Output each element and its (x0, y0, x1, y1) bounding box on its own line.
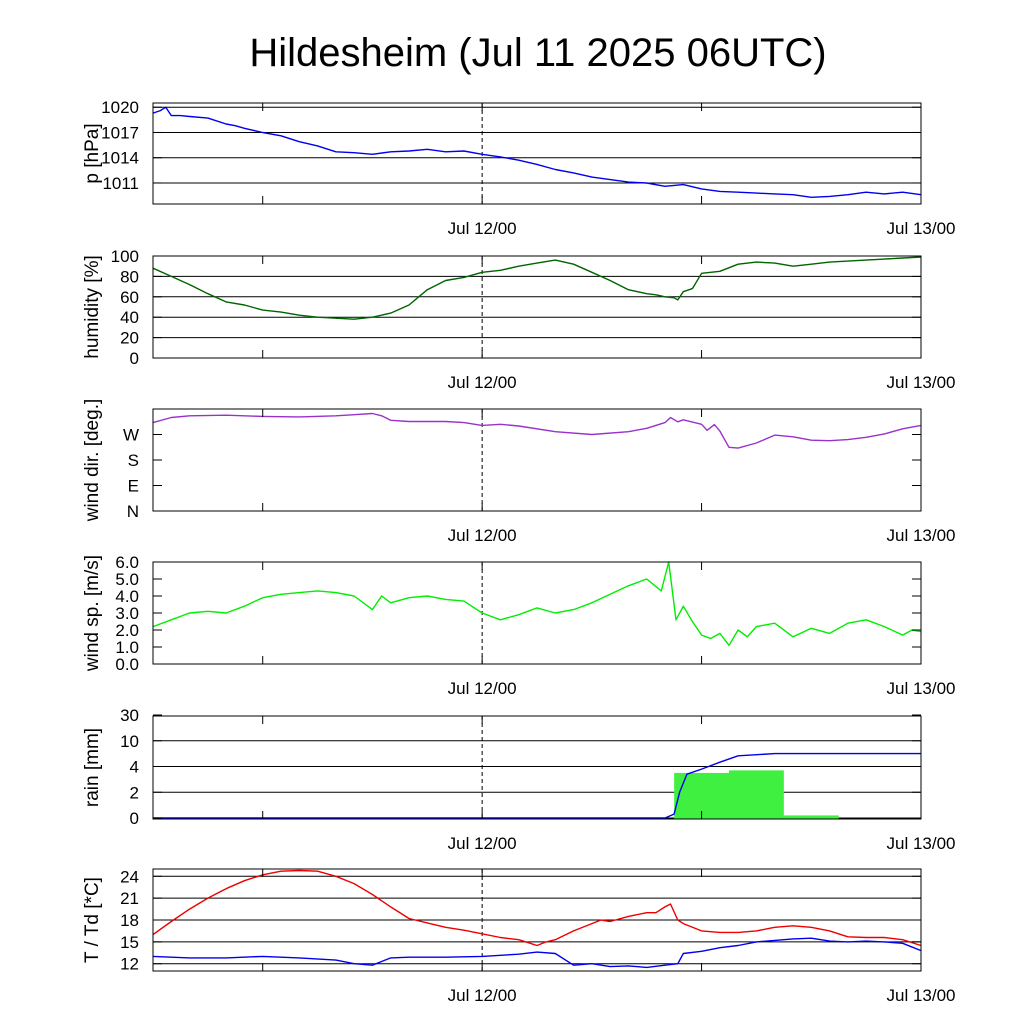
y-tick-label: 1011 (102, 174, 139, 193)
x-tick-label: Jul 12/00 (448, 834, 517, 853)
y-axis-label: p [hPa] (82, 123, 103, 183)
data-series-line (152, 561, 922, 646)
x-tick-label: Jul 13/00 (887, 373, 956, 392)
plot-frame (152, 408, 922, 512)
y-tick-label: N (127, 502, 139, 521)
rain-bar (783, 815, 839, 819)
y-tick-label: 3.0 (115, 604, 139, 623)
y-tick-label: 4.0 (115, 587, 139, 606)
y-axis-label: rain [mm] (82, 728, 103, 807)
y-axis-label: humidity [%] (82, 255, 103, 358)
rain-bar (729, 770, 784, 819)
x-tick-label: Jul 12/00 (448, 219, 517, 238)
y-axis-label: T / Td [*C] (82, 877, 103, 963)
y-tick-label: 30 (120, 706, 139, 725)
y-tick-label: 1017 (101, 123, 139, 142)
y-tick-label: 40 (120, 308, 139, 327)
data-series-line (152, 937, 922, 969)
x-tick-label: Jul 13/00 (887, 834, 956, 853)
x-tick-label: Jul 13/00 (887, 986, 956, 1005)
x-tick-label: Jul 12/00 (448, 373, 517, 392)
y-tick-label: 1020 (101, 98, 139, 117)
y-tick-label: 1.0 (115, 638, 139, 657)
plot-frame (152, 102, 922, 205)
y-tick-label: 6.0 (115, 553, 139, 572)
y-tick-label: 60 (120, 288, 139, 307)
y-tick-label: 2 (130, 783, 139, 802)
y-tick-label: S (128, 451, 139, 470)
x-tick-label: Jul 12/00 (448, 526, 517, 545)
plot-frame (152, 255, 922, 359)
y-tick-label: 15 (120, 933, 139, 952)
y-tick-label: 21 (120, 889, 139, 908)
data-series-line (152, 256, 922, 320)
panel-temperature: 12 15 18 21 24 Jul 12/00 Jul 13/00 T / Td [*C] (82, 867, 956, 1005)
y-tick-label: 0 (130, 809, 139, 828)
y-tick-label: 5.0 (115, 570, 139, 589)
y-tick-label: W (123, 426, 139, 445)
y-tick-label: 12 (120, 955, 139, 974)
y-tick-label: 24 (120, 867, 139, 886)
panel-rain: 0 2 4 10 30 Jul 12/00 Jul 13/00 rain [mm] (82, 706, 956, 853)
y-axis-label: wind dir. [deg.] (82, 399, 103, 523)
y-tick-label: 2.0 (115, 621, 139, 640)
y-tick-label: 0.0 (115, 655, 139, 674)
y-tick-label: E (128, 477, 139, 496)
x-tick-label: Jul 12/00 (448, 986, 517, 1005)
y-tick-label: 1014 (101, 149, 139, 168)
data-series-line (153, 752, 921, 819)
data-series-line (152, 869, 922, 947)
plot-frame (152, 561, 922, 665)
y-tick-label: 0 (130, 349, 139, 368)
y-tick-label: 18 (120, 911, 139, 930)
y-tick-label: 4 (130, 758, 139, 777)
y-tick-label: 100 (111, 247, 139, 266)
x-tick-label: Jul 13/00 (887, 679, 956, 698)
data-series-line (152, 106, 922, 199)
chart-title: Hildesheim (Jul 11 2025 06UTC) (249, 31, 826, 75)
y-axis-label: wind sp. [m/s] (82, 555, 103, 672)
x-tick-label: Jul 13/00 (887, 219, 956, 238)
panel-wind-speed: 0.01.02.03.04.05.06.0 Jul 12/00 Jul 13/00 w… (82, 553, 956, 698)
panel-pressure: 1011 1014 1017 1020 Jul 12/00 Jul 13/00 p [hPa… (82, 98, 956, 238)
data-series-line (152, 412, 922, 449)
y-tick-label: 10 (120, 732, 139, 751)
x-tick-label: Jul 12/00 (448, 679, 517, 698)
y-tick-label: 20 (120, 329, 139, 348)
plot-frame (152, 715, 922, 820)
y-tick-label: 80 (120, 267, 139, 286)
x-tick-label: Jul 13/00 (887, 526, 956, 545)
